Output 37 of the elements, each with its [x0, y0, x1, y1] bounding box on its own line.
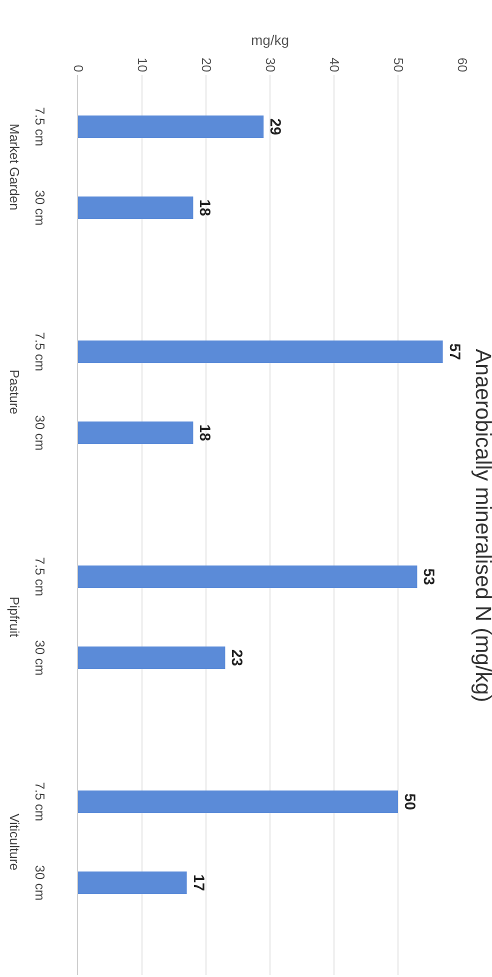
y-tick-label: Market Garden	[6, 124, 22, 210]
x-tick-label: 60	[454, 58, 470, 72]
text: 7.5 cm	[32, 782, 48, 822]
data-label: 50	[401, 793, 418, 810]
text: 30 cm	[32, 415, 48, 451]
data-label: 29	[266, 118, 284, 136]
data-label: 18	[196, 199, 214, 216]
x-tick-label: 20	[198, 58, 214, 72]
bar	[78, 340, 443, 363]
data-label: 18	[196, 424, 214, 442]
text: Anaerobically mineralised N (mg/kg)	[471, 348, 492, 702]
text: 7.5 cm	[32, 107, 48, 146]
bar	[78, 872, 187, 894]
x-tick-label: 50	[390, 58, 406, 72]
x-tick-label: 10	[134, 58, 150, 72]
bar	[78, 422, 194, 444]
text: 7.5 cm	[32, 332, 48, 372]
x-tick-label: 0	[70, 64, 86, 72]
data-label: 57	[446, 343, 463, 360]
data-label: 17	[190, 874, 207, 892]
x-tick-label: 40	[326, 58, 342, 72]
text: 30 cm	[32, 640, 48, 676]
x-axis-title: mg/kg	[250, 32, 290, 48]
y-tick-label: Pasture	[6, 370, 22, 414]
bar	[78, 790, 398, 813]
bar	[78, 116, 264, 138]
bar	[78, 566, 418, 588]
data-label: 23	[228, 649, 246, 666]
x-tick-label: 30	[262, 58, 278, 72]
data-label: 53	[420, 568, 438, 586]
text: 30 cm	[32, 190, 48, 226]
bar	[78, 646, 226, 669]
y-tick-label: Pipfruit	[6, 596, 22, 638]
bar	[78, 196, 194, 219]
y-tick-label: Viticulture	[6, 814, 22, 870]
text: 7.5 cm	[32, 557, 48, 596]
text: 30 cm	[32, 865, 48, 901]
